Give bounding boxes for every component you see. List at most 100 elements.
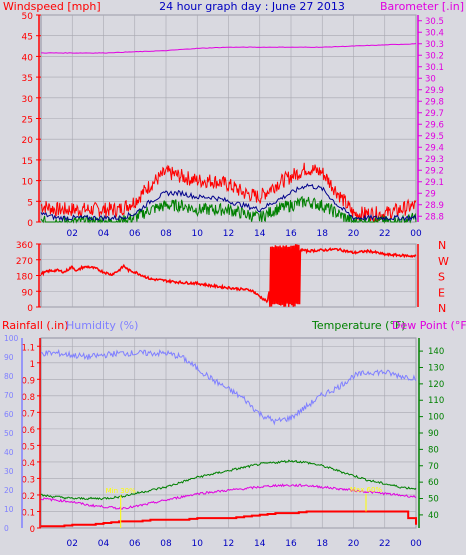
- direction-tick-label: 270: [16, 257, 33, 267]
- time-tick-label: 22: [379, 229, 390, 239]
- dewpoint-axis-title: Dew Point (°F): [392, 319, 466, 332]
- rainfall-tick-label: 0: [30, 525, 35, 535]
- barometer-tick-label: 28.8: [425, 212, 444, 222]
- windspeed-tick-label: 25: [22, 116, 33, 126]
- humidity-tick-label: 80: [4, 372, 14, 381]
- barometer-tick-label: 29.6: [425, 120, 444, 130]
- dewpoint-series: [40, 483, 417, 510]
- rainfall-tick-label: 0.8: [21, 393, 35, 403]
- barometer-tick-label: 29.9: [425, 86, 444, 96]
- time-tick-label: 20: [348, 229, 360, 239]
- barometer-tick-label: 30.1: [425, 63, 444, 73]
- barometer-tick-label: 28.9: [425, 201, 444, 211]
- time-tick-label: 06: [129, 539, 141, 549]
- temperature-tick-label: 130: [428, 363, 444, 373]
- barometer-tick-label: 29.1: [425, 178, 444, 188]
- chart-title: 24 hour graph day : June 27 2013: [159, 0, 345, 13]
- temperature-tick-label: 70: [428, 462, 439, 472]
- barometer-tick-label: 30.3: [425, 40, 444, 50]
- time-tick-label: 06: [129, 229, 141, 239]
- compass-label: N: [438, 239, 446, 252]
- time-tick-label: 12: [223, 229, 234, 239]
- windspeed-series: [40, 162, 417, 222]
- temperature-tick-label: 120: [428, 380, 444, 390]
- windspeed-tick-label: 35: [22, 74, 33, 84]
- windspeed-tick-label: 15: [22, 157, 33, 167]
- max-annotation: Max 60%: [350, 486, 383, 494]
- time-tick-label: 12: [223, 539, 234, 549]
- rainfall-tick-label: 0.7: [21, 409, 35, 419]
- humidity-tick-label: 90: [4, 353, 14, 362]
- windspeed-tick-label: 40: [22, 53, 34, 63]
- rainfall-tick-label: 0.4: [21, 459, 35, 469]
- barometer-tick-label: 30.4: [425, 28, 444, 38]
- humidity-tick-label: 30: [4, 467, 14, 476]
- time-tick-label: 04: [98, 539, 110, 549]
- windspeed-tick-label: 10: [22, 178, 34, 188]
- humidity-tick-label: 0: [4, 524, 9, 533]
- temperature-tick-label: 60: [428, 478, 439, 488]
- compass-label: S: [438, 271, 445, 284]
- humidity-tick-label: 100: [4, 334, 19, 343]
- time-tick-label: 18: [317, 229, 329, 239]
- rainfall-axis-title: Rainfall (.in): [2, 319, 69, 332]
- time-tick-label: 20: [348, 539, 360, 549]
- temperature-tick-label: 100: [428, 413, 444, 423]
- compass-label: W: [438, 255, 449, 268]
- direction-tick-label: 180: [16, 273, 33, 283]
- time-tick-label: 22: [379, 539, 390, 549]
- time-tick-label: 02: [67, 539, 78, 549]
- windspeed-tick-label: 5: [27, 198, 33, 208]
- windspeed-tick-label: 30: [22, 95, 34, 105]
- rainfall-tick-label: 1.1: [21, 343, 35, 353]
- time-tick-label: 14: [254, 539, 266, 549]
- wind-average-series: [40, 183, 417, 222]
- time-tick-label: 18: [317, 539, 329, 549]
- temperature-axis-title: Temperature (°F): [311, 319, 406, 332]
- direction-tick-label: 360: [16, 241, 33, 251]
- time-tick-label: 10: [192, 229, 204, 239]
- temperature-tick-label: 40: [428, 511, 439, 521]
- humidity-tick-label: 50: [4, 429, 14, 438]
- humidity-tick-label: 40: [4, 448, 14, 457]
- time-tick-label: 16: [285, 229, 297, 239]
- time-tick-label: 14: [254, 229, 266, 239]
- temperature-tick-label: 90: [428, 429, 439, 439]
- direction-tick-label: 90: [22, 288, 34, 298]
- time-tick-label: 16: [285, 539, 297, 549]
- humidity-tick-label: 10: [4, 505, 14, 514]
- rainfall-tick-label: 0.9: [21, 376, 35, 386]
- time-tick-label: 10: [192, 539, 204, 549]
- humidity-series: [40, 348, 417, 426]
- barometer-tick-label: 29.5: [425, 132, 444, 142]
- barometer-tick-label: 30.5: [425, 17, 444, 27]
- windspeed-tick-label: 0: [27, 219, 33, 229]
- min-annotation: Min 30%: [106, 487, 137, 495]
- temperature-tick-label: 110: [428, 396, 444, 406]
- barometer-tick-label: 29.3: [425, 155, 444, 165]
- temperature-tick-label: 50: [428, 495, 439, 505]
- rainfall-tick-label: 0.1: [21, 508, 35, 518]
- humidity-tick-label: 70: [4, 391, 14, 400]
- temperature-series: [40, 459, 417, 501]
- rainfall-tick-label: 0.3: [21, 475, 35, 485]
- time-tick-label: 00: [410, 539, 422, 549]
- barometer-series: [41, 43, 417, 54]
- barometer-tick-label: 29.2: [425, 166, 444, 176]
- barometer-tick-label: 29.8: [425, 97, 444, 107]
- compass-label: E: [438, 286, 445, 299]
- temperature-tick-label: 140: [428, 347, 444, 357]
- windspeed-axis-title: Windspeed [mph]: [3, 0, 101, 13]
- humidity-tick-label: 20: [4, 486, 14, 495]
- windspeed-tick-label: 20: [22, 136, 34, 146]
- windspeed-tick-label: 50: [22, 12, 34, 22]
- barometer-axis-title: Barometer [.in]: [380, 0, 464, 13]
- barometer-tick-label: 29.4: [425, 143, 444, 153]
- time-tick-label: 04: [98, 229, 110, 239]
- direction-tick-label: 0: [27, 304, 33, 314]
- rainfall-series: [41, 510, 417, 528]
- time-tick-label: 08: [160, 539, 172, 549]
- time-tick-label: 02: [67, 229, 78, 239]
